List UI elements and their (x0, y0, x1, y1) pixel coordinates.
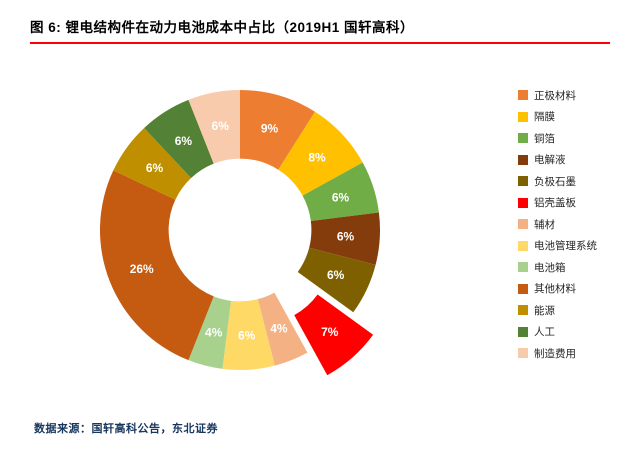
pie-slice-6 (294, 294, 374, 376)
donut-chart: 9% 8% 6% 6% 6% 7% 4% 6% 4% 26% 6% 6% 6% (99, 90, 381, 376)
legend-swatch (518, 262, 528, 272)
title-divider (30, 42, 610, 44)
data-source: 数据来源：国轩高科公告，东北证券 (34, 423, 218, 435)
pie-slice-9 (188, 296, 232, 369)
legend-label: 隔膜 (534, 111, 555, 123)
legend-swatch (518, 326, 528, 337)
legend-item: 铜箔 (518, 131, 597, 145)
pie-slice-13 (188, 90, 240, 164)
legend-label: 能源 (534, 304, 555, 317)
legend-item: 负极石墨 (518, 174, 597, 188)
legend-swatch (518, 305, 528, 315)
legend-item: 人工 (518, 325, 597, 339)
legend-label: 辅材 (534, 218, 555, 231)
legend-label: 电池管理系统 (534, 240, 597, 252)
legend-item: 辅材 (518, 217, 597, 231)
legend-swatch (518, 90, 528, 100)
legend-item: 电池管理系统 (518, 239, 597, 253)
pie-slice-1 (240, 90, 316, 170)
legend-label: 制造费用 (534, 347, 576, 360)
legend-swatch (518, 283, 528, 294)
legend-swatch (518, 154, 528, 165)
legend-item: 电解液 (518, 153, 597, 167)
legend-label: 负极石墨 (534, 175, 576, 188)
figure-title: 图 6: 锂电结构件在动力电池成本中占比（2019H1 国轩高科） (30, 20, 415, 35)
legend-swatch (518, 348, 528, 358)
pie-slice-12 (144, 99, 214, 178)
legend-label: 人工 (534, 326, 555, 338)
legend-swatch (518, 197, 528, 208)
pie-slice-10 (99, 170, 214, 361)
slice-data-label: 6% (238, 328, 256, 342)
legend-item: 正极材料 (518, 88, 597, 102)
slice-data-label: 26% (130, 262, 154, 276)
slice-data-label: 6% (332, 190, 350, 204)
legend-swatch (518, 219, 528, 229)
legend-label: 铝壳盖板 (534, 197, 576, 209)
legend-item: 能源 (518, 303, 597, 317)
pie-slice-7 (257, 292, 308, 366)
legend-label: 电解液 (534, 154, 566, 166)
legend-swatch (518, 176, 528, 186)
legend-swatch (518, 111, 528, 122)
slice-data-label: 6% (175, 134, 193, 148)
legend-swatch (518, 133, 528, 143)
slice-data-label: 4% (205, 325, 223, 339)
slice-data-label: 4% (270, 321, 288, 335)
slice-data-label: 7% (321, 325, 339, 339)
legend-item: 制造费用 (518, 346, 597, 360)
legend-label: 铜箔 (534, 132, 555, 145)
legend-label: 其他材料 (534, 283, 576, 295)
pie-slice-3 (302, 162, 379, 222)
slice-data-label: 9% (261, 122, 279, 136)
slice-data-label: 6% (212, 119, 230, 133)
pie-slice-8 (222, 299, 275, 371)
slice-data-label: 6% (337, 230, 355, 244)
legend-label: 电池箱 (534, 261, 566, 274)
pie-slice-2 (278, 111, 363, 196)
slice-data-label: 6% (146, 161, 164, 175)
legend-item: 铝壳盖板 (518, 196, 597, 210)
pie-slice-11 (113, 127, 192, 200)
slice-data-label: 6% (327, 268, 345, 282)
legend-item: 电池箱 (518, 260, 597, 274)
legend: 正极材料隔膜铜箔电解液负极石墨铝壳盖板辅材电池管理系统 电池箱其他材料能源人工制造… (518, 88, 597, 360)
pie-slice-4 (309, 212, 381, 265)
slice-data-label: 8% (308, 151, 326, 165)
legend-swatch (518, 240, 528, 251)
legend-label: 正极材料 (534, 89, 576, 102)
legend-item: 其他材料 (518, 282, 597, 296)
legend-item: 隔膜 (518, 110, 597, 124)
pie-slice-5 (297, 247, 376, 313)
